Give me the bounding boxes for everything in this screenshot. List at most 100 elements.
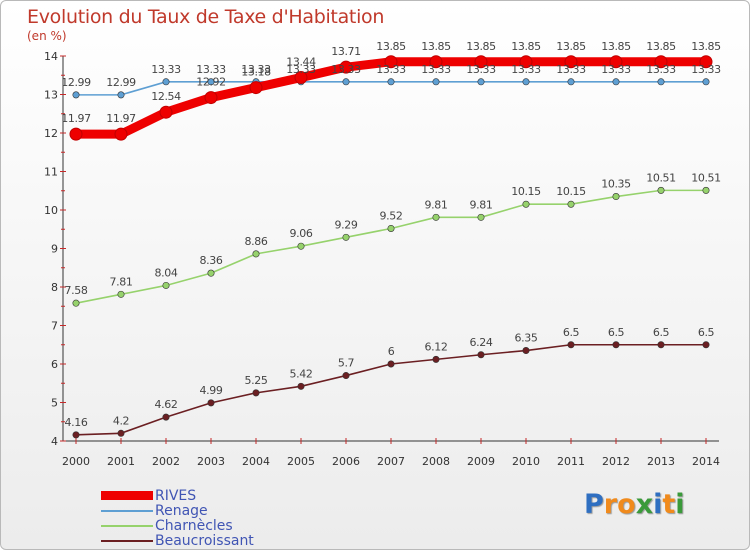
- data-label: 4.62: [155, 398, 178, 411]
- data-point: [564, 55, 578, 69]
- data-label: 8.36: [200, 254, 223, 267]
- data-label: 11.97: [61, 112, 91, 125]
- data-point: [297, 242, 305, 250]
- data-point: [522, 78, 530, 86]
- logo-letter-i2: i: [675, 489, 685, 520]
- y-tick-label: 13: [44, 89, 58, 102]
- data-label: 10.15: [511, 185, 541, 198]
- x-tick-label: 2009: [467, 455, 495, 468]
- data-label: 6.5: [563, 326, 580, 339]
- data-point: [702, 186, 710, 194]
- x-tick-label: 2000: [62, 455, 90, 468]
- data-point: [612, 193, 620, 201]
- data-point: [69, 127, 83, 141]
- data-point: [72, 299, 80, 307]
- data-label: 12.99: [61, 76, 91, 89]
- data-label: 6.5: [653, 326, 670, 339]
- data-label: 6.24: [470, 336, 493, 349]
- data-point: [162, 78, 170, 86]
- data-label: 13.85: [556, 40, 586, 53]
- data-label: 13.33: [646, 63, 676, 76]
- data-label: 4.99: [200, 384, 223, 397]
- data-point: [294, 71, 308, 85]
- data-label: 13.71: [331, 45, 361, 58]
- x-tick-label: 2011: [557, 455, 585, 468]
- data-point: [207, 399, 215, 407]
- data-label: 6.35: [515, 332, 538, 345]
- data-label: 13.85: [691, 40, 721, 53]
- data-point: [387, 224, 395, 232]
- legend-item-beaucroissant[interactable]: Beaucroissant: [101, 532, 254, 549]
- data-point: [117, 91, 125, 99]
- data-label: 6.12: [425, 340, 448, 353]
- data-point: [339, 60, 353, 74]
- y-tick-label: 9: [51, 243, 58, 256]
- data-label: 13.33: [241, 63, 271, 76]
- x-tick-label: 2014: [692, 455, 720, 468]
- data-point: [204, 91, 218, 105]
- y-tick-label: 5: [51, 397, 58, 410]
- data-point: [342, 372, 350, 380]
- data-label: 6.5: [698, 326, 715, 339]
- data-label: 13.33: [691, 63, 721, 76]
- data-point: [387, 360, 395, 368]
- data-point: [654, 55, 668, 69]
- legend-item-renage[interactable]: Renage: [101, 503, 254, 519]
- data-point: [477, 78, 485, 86]
- data-label: 6.5: [608, 326, 625, 339]
- data-point: [612, 341, 620, 349]
- data-label: 7.58: [65, 284, 88, 297]
- data-label: 12.54: [151, 90, 181, 103]
- data-point: [657, 78, 665, 86]
- series-line-beaucroissant: [75, 343, 707, 436]
- x-tick-label: 2008: [422, 455, 450, 468]
- data-label: 13.33: [511, 63, 541, 76]
- data-point: [522, 347, 530, 355]
- y-tick-label: 4: [51, 435, 58, 448]
- x-tick-label: 2010: [512, 455, 540, 468]
- y-tick-label: 12: [44, 127, 58, 140]
- legend-swatch-renage: [101, 509, 153, 512]
- logo-letter-x: x: [635, 489, 654, 520]
- legend-label-beaucroissant: Beaucroissant: [155, 532, 254, 549]
- data-label: 13.85: [601, 40, 631, 53]
- x-tick-label: 2007: [377, 455, 405, 468]
- data-point: [162, 281, 170, 289]
- data-label: 13.33: [196, 63, 226, 76]
- legend-item-rives[interactable]: RIVES: [101, 488, 254, 504]
- data-point: [432, 355, 440, 363]
- data-label: 8.86: [245, 235, 268, 248]
- data-point: [159, 105, 173, 119]
- legend: RIVES Renage Charnècles Beaucroissant: [101, 488, 254, 549]
- legend-item-charnecles[interactable]: Charnècles: [101, 518, 254, 534]
- x-tick-label: 2001: [107, 455, 135, 468]
- legend-swatch-rives: [101, 491, 153, 500]
- data-point: [699, 55, 713, 69]
- data-point: [114, 127, 128, 141]
- data-label: 13.85: [646, 40, 676, 53]
- data-point: [522, 200, 530, 208]
- data-label: 5.42: [290, 367, 313, 380]
- data-label: 13.85: [466, 40, 496, 53]
- data-label: 13.33: [376, 63, 406, 76]
- logo-letter-o: o: [617, 489, 636, 520]
- legend-swatch-charnecles: [101, 524, 153, 527]
- x-tick-label: 2012: [602, 455, 630, 468]
- data-label: 9.29: [335, 218, 358, 231]
- data-point: [657, 341, 665, 349]
- data-point: [567, 200, 575, 208]
- data-label: 8.04: [155, 266, 178, 279]
- data-point: [207, 78, 215, 86]
- data-point: [252, 250, 260, 258]
- data-label: 4.16: [65, 416, 88, 429]
- data-label: 13.33: [556, 63, 586, 76]
- data-label: 7.81: [110, 275, 133, 288]
- data-label: 13.33: [601, 63, 631, 76]
- data-point: [609, 55, 623, 69]
- data-label: 12.92: [196, 76, 226, 89]
- data-label: 12.99: [106, 76, 136, 89]
- y-tick-label: 10: [44, 204, 58, 217]
- data-point: [72, 91, 80, 99]
- x-tick-label: 2003: [197, 455, 225, 468]
